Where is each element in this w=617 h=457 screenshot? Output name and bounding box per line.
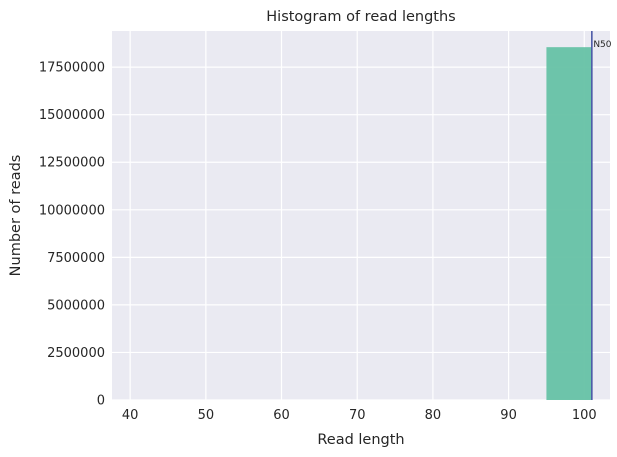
y-axis-label: Number of reads xyxy=(8,155,24,277)
y-tick-label: 2500000 xyxy=(47,346,105,361)
x-tick-label: 60 xyxy=(273,408,290,423)
x-tick-label: 100 xyxy=(572,408,597,423)
y-tick-label: 5000000 xyxy=(47,298,105,313)
y-tick-label: 10000000 xyxy=(39,203,105,218)
plot-area xyxy=(112,31,610,400)
x-tick-label: 80 xyxy=(425,408,442,423)
y-gridlines xyxy=(112,66,610,401)
x-tick-label: 50 xyxy=(198,408,215,423)
y-tick-label: 12500000 xyxy=(39,156,105,171)
x-tick-label: 90 xyxy=(500,408,517,423)
y-tick-label: 17500000 xyxy=(39,61,105,76)
chart-title: Histogram of read lengths xyxy=(266,9,455,25)
n50-label: N50 xyxy=(593,40,611,50)
y-tick-label: 0 xyxy=(97,394,105,409)
bars xyxy=(546,47,592,400)
x-tick-label: 40 xyxy=(122,408,139,423)
n50-marker: N50 xyxy=(591,31,612,400)
y-tick-label: 15000000 xyxy=(39,108,105,123)
y-tick-label: 7500000 xyxy=(47,251,105,266)
histogram-bar xyxy=(546,47,592,400)
x-tick-label: 70 xyxy=(349,408,366,423)
x-axis-label: Read length xyxy=(317,432,404,448)
x-tick-labels: 40 50 60 70 80 90 100 xyxy=(122,408,597,423)
y-tick-labels: 0 2500000 5000000 7500000 10000000 12500000 15… xyxy=(39,61,105,409)
